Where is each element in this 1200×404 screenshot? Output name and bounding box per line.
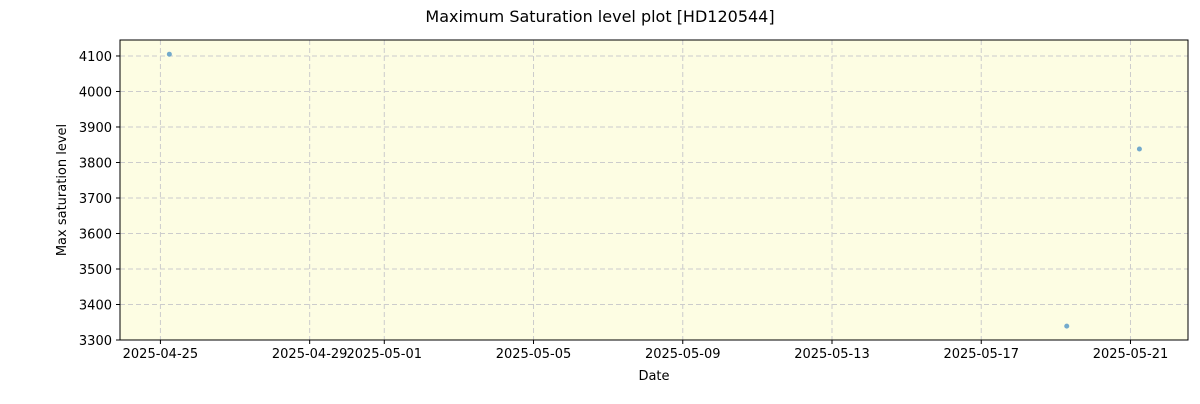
y-tick-label: 3700	[79, 192, 112, 207]
x-tick-label: 2025-04-29	[272, 347, 348, 362]
x-tick-label: 2025-05-01	[346, 347, 422, 362]
x-tick-label: 2025-05-21	[1093, 347, 1169, 362]
data-point	[1136, 146, 1142, 152]
data-points	[166, 51, 1142, 329]
y-tick-label: 4000	[79, 85, 112, 100]
x-tick-label: 2025-05-17	[943, 347, 1019, 362]
x-tick-label: 2025-04-25	[123, 347, 199, 362]
plot-frame	[119, 39, 1189, 341]
y-tick-label: 3800	[79, 156, 112, 171]
y-tick-label: 3400	[79, 298, 112, 313]
y-axis-label: Max saturation level	[55, 124, 70, 256]
y-tick-label: 3300	[79, 334, 112, 349]
y-tick-label: 3900	[79, 121, 112, 136]
y-tick-label: 3500	[79, 263, 112, 278]
x-tick-label: 2025-05-13	[794, 347, 870, 362]
plot-area	[120, 40, 1188, 340]
y-tick-label: 4100	[79, 50, 112, 65]
x-axis: 2025-04-25 2025-04-29 2025-05-01 2025-05-05…	[123, 340, 1169, 362]
data-point	[1064, 323, 1070, 329]
x-tick-label: 2025-05-05	[496, 347, 572, 362]
y-axis: 3300 3400 3500 3600 3700 3800 3900 4000 4100	[79, 50, 120, 349]
x-tick-label: 2025-05-09	[645, 347, 721, 362]
y-tick-label: 3600	[79, 227, 112, 242]
data-point	[166, 51, 172, 57]
x-axis-label: Date	[638, 369, 669, 384]
chart-title: Maximum Saturation level plot [HD120544]	[425, 7, 774, 26]
